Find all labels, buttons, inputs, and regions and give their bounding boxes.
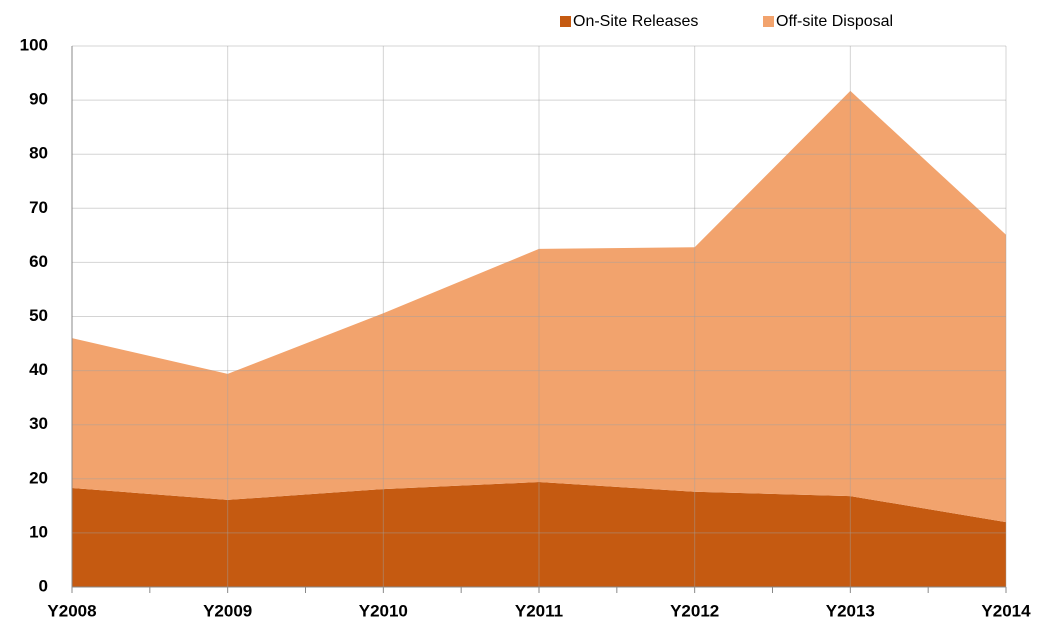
area [72,90,1006,523]
x-tick-label: Y2012 [670,601,719,620]
x-tick-label: Y2009 [203,601,252,620]
y-tick-label: 20 [29,468,48,487]
y-tick-label: 30 [29,414,48,433]
legend-label: On-Site Releases [573,13,698,30]
x-tick-label: Y2014 [981,601,1031,620]
y-tick-label: 60 [29,252,48,271]
legend-label: Off-site Disposal [776,13,893,30]
x-tick-label: Y2011 [515,601,563,620]
y-tick-label: 0 [39,576,48,595]
y-tick-label: 100 [20,35,48,54]
x-tick-label: Y2013 [826,601,875,620]
legend-swatch [763,16,774,27]
y-tick-label: 80 [29,144,48,163]
x-tick-label: Y2008 [47,601,96,620]
y-tick-label: 10 [29,522,48,541]
y-tick-label: 70 [29,198,48,217]
y-tick-label: 40 [29,360,48,379]
y-tick-label: 90 [29,90,48,109]
x-tick-label: Y2010 [359,601,408,620]
y-tick-label: 50 [29,306,48,325]
legend-swatch [560,16,571,27]
area [72,482,1006,587]
